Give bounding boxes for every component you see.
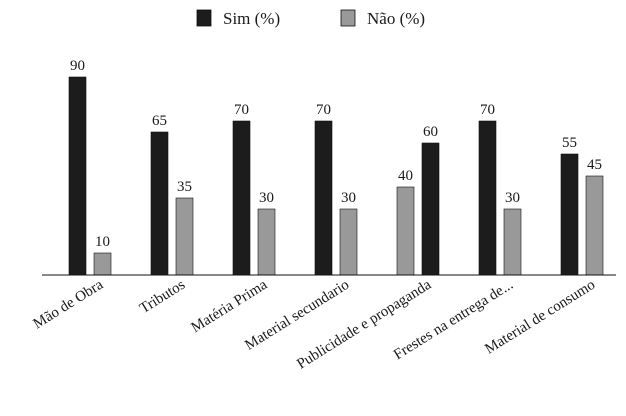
value-label-sim-7: 55 xyxy=(562,135,577,151)
bar-sim-5 xyxy=(421,142,440,276)
value-label-sim-6: 70 xyxy=(480,102,495,118)
bar-nao-2 xyxy=(175,197,194,276)
bar-sim-2 xyxy=(150,131,169,276)
bar-sim-7 xyxy=(560,153,579,276)
category-label-3: Matéria Prima xyxy=(189,277,271,336)
value-label-sim-4: 70 xyxy=(316,102,331,118)
value-label-nao-2: 35 xyxy=(177,179,192,195)
value-label-sim-1: 90 xyxy=(70,58,85,74)
bar-sim-4 xyxy=(314,120,333,276)
value-label-nao-5: 40 xyxy=(398,168,413,184)
category-labels: Mão de Obra Tributos Matéria PrimaMaterial… xyxy=(31,277,599,373)
bar-sim-3 xyxy=(232,120,251,276)
bar-nao-5 xyxy=(396,186,415,276)
bar-nao-1 xyxy=(93,252,112,276)
value-label-nao-6: 30 xyxy=(505,190,520,206)
bars xyxy=(68,76,604,276)
value-labels: 90 10 65 35 70 30 70 30 40 60 70 30 55 45 xyxy=(70,58,602,250)
legend: Sim (%) Não (%) xyxy=(196,9,425,28)
bar-nao-4 xyxy=(339,208,358,276)
value-label-nao-4: 30 xyxy=(341,190,356,206)
legend-label-nao: Não (%) xyxy=(367,9,425,28)
category-label-2: Tributos xyxy=(137,277,188,317)
category-label-5: Publicidade e propaganda xyxy=(294,277,434,373)
value-label-sim-3: 70 xyxy=(234,102,249,118)
bar-sim-1 xyxy=(68,76,87,276)
legend-swatch-sim xyxy=(196,9,212,27)
value-label-sim-2: 65 xyxy=(152,113,167,129)
legend-swatch-nao xyxy=(340,9,356,27)
bar-sim-6 xyxy=(478,120,497,276)
legend-label-sim: Sim (%) xyxy=(223,9,280,28)
value-label-sim-5: 60 xyxy=(423,124,438,140)
bar-nao-7 xyxy=(585,175,604,276)
value-label-nao-7: 45 xyxy=(587,157,602,173)
category-label-1: Mão de Obra xyxy=(31,277,107,333)
value-label-nao-3: 30 xyxy=(259,190,274,206)
bar-nao-3 xyxy=(257,208,276,276)
bar-nao-6 xyxy=(503,208,522,276)
value-label-nao-1: 10 xyxy=(95,234,110,250)
